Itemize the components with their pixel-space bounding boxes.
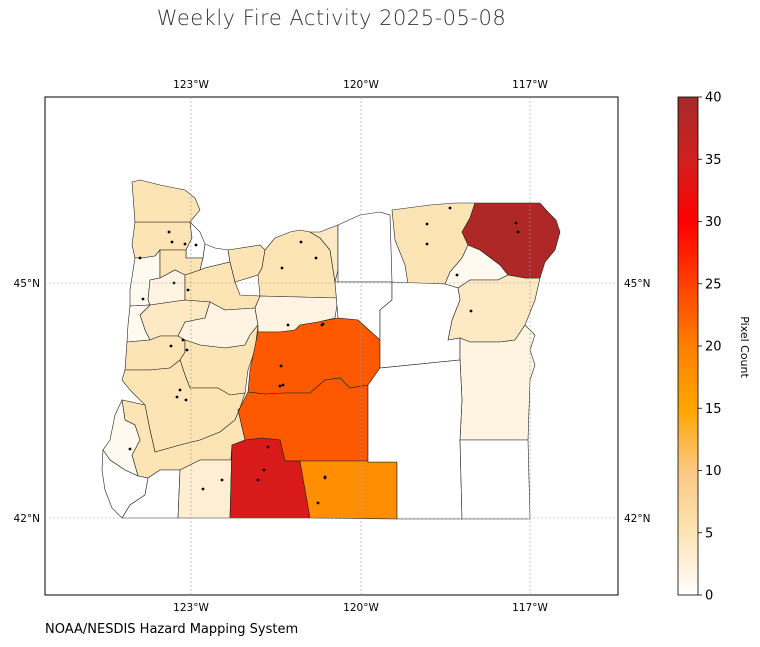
fire-detection-point [448, 206, 452, 210]
gridlines [45, 97, 618, 595]
fire-detection-point [286, 323, 290, 327]
colorbar-tick-label: 10 [705, 464, 722, 479]
fire-detection-point [320, 323, 324, 327]
lon-tick-bottom: 120°W [343, 602, 379, 614]
fire-detection-point [323, 475, 327, 479]
fire-detection-point [138, 256, 142, 260]
colorbar-tick-label: 30 [705, 215, 722, 230]
fire-detection-point [266, 445, 270, 449]
fire-detection-point [185, 348, 189, 352]
lat-tick-left: 42°N [14, 513, 40, 525]
fire-detection-point [279, 364, 283, 368]
colorbar: 0 5 10 15 20 25 30 35 40 Pixel Count [677, 91, 751, 604]
county-gilliam [337, 211, 393, 283]
lon-tick-top: 120°W [343, 79, 379, 91]
fire-detection-point [181, 338, 185, 342]
colorbar-tick-label: 40 [705, 91, 722, 106]
fire-detection-point [425, 222, 429, 226]
fire-detection-point [178, 388, 182, 392]
map-title: Weekly Fire Activity 2025-05-08 [156, 6, 507, 30]
fire-detection-point [278, 384, 282, 388]
fire-detection-point [141, 297, 145, 301]
fire-detection-point [425, 242, 429, 246]
lat-ticks-right: 45°N 42°N [624, 278, 650, 525]
fire-detection-point [128, 447, 132, 451]
county-wallowa [461, 202, 561, 279]
fire-detection-point [262, 468, 266, 472]
lon-tick-bottom: 123°W [173, 602, 209, 614]
counties-layer [101, 179, 561, 520]
lat-tick-right: 42°N [624, 513, 650, 525]
fire-detection-point [194, 243, 198, 247]
fire-detection-point [170, 240, 174, 244]
county-lincoln [126, 304, 151, 343]
colorbar-ticks: 0 5 10 15 20 25 30 35 40 [698, 91, 722, 604]
colorbar-tick-label: 0 [705, 589, 713, 604]
lon-tick-bottom: 117°W [512, 602, 548, 614]
fire-detection-point [186, 288, 190, 292]
colorbar-gradient [677, 96, 699, 596]
fire-detection-point [201, 487, 205, 491]
colorbar-tick-label: 5 [705, 526, 713, 541]
county-baker [459, 324, 536, 441]
fire-detection-point [455, 273, 459, 277]
map-figure: 123°W 120°W 117°W 123°W 120°W 117°W 45°N… [14, 79, 751, 614]
lon-ticks-top: 123°W 120°W 117°W [173, 79, 548, 91]
fire-detection-point [183, 242, 187, 246]
fire-detection-point [469, 309, 473, 313]
fire-detection-point [280, 266, 284, 270]
fire-detection-point [316, 501, 320, 505]
fire-detections-layer [128, 206, 520, 505]
fire-detection-point [184, 398, 188, 402]
fire-detection-point [299, 240, 303, 244]
lon-ticks-bottom: 123°W 120°W 117°W [173, 602, 548, 614]
county-grant [379, 281, 461, 369]
colorbar-tick-label: 20 [705, 340, 722, 355]
lat-tick-left: 45°N [14, 278, 40, 290]
fire-detection-point [175, 395, 179, 399]
fire-detection-point [314, 256, 318, 260]
fire-detection-point [169, 344, 173, 348]
colorbar-tick-label: 25 [705, 277, 722, 292]
fire-detection-point [514, 221, 518, 225]
fire-detection-point [167, 230, 171, 234]
lon-tick-top: 123°W [173, 79, 209, 91]
county-malheur [459, 439, 531, 520]
colorbar-tick-label: 35 [705, 153, 722, 168]
colorbar-tick-label: 15 [705, 402, 722, 417]
colorbar-label: Pixel Count [738, 316, 751, 378]
lat-ticks-left: 45°N 42°N [14, 278, 40, 525]
lon-tick-top: 117°W [512, 79, 548, 91]
fire-detection-point [516, 230, 520, 234]
fire-detection-point [256, 478, 260, 482]
fire-detection-point [220, 478, 224, 482]
lat-tick-right: 45°N [624, 278, 650, 290]
fire-detection-point [281, 383, 285, 387]
county-clatsop-north [131, 179, 201, 223]
credit-text: NOAA/NESDIS Hazard Mapping System [45, 622, 299, 637]
